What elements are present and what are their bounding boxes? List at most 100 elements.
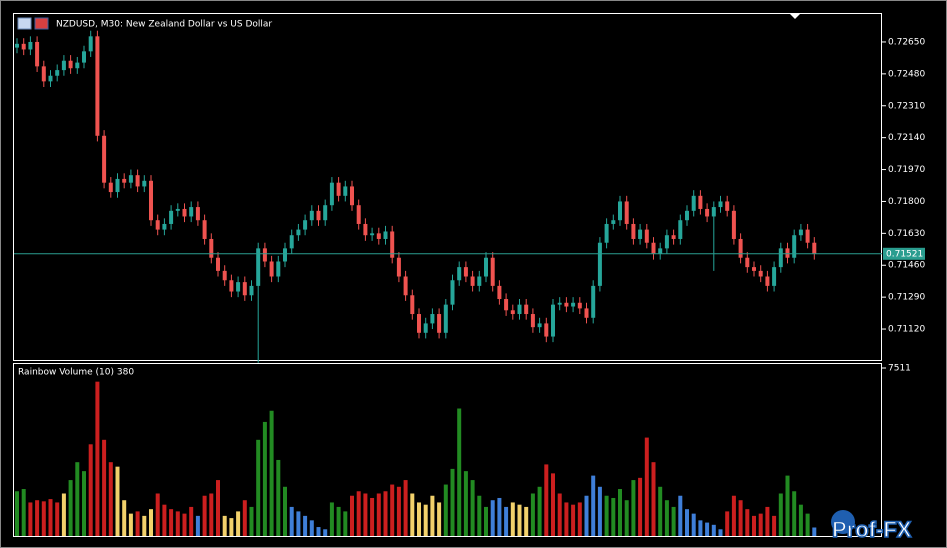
candle-body bbox=[798, 229, 803, 236]
candle-body bbox=[698, 195, 703, 209]
y-tick-label: 0.71290 bbox=[888, 293, 925, 303]
y-tick-label: 0.71970 bbox=[888, 165, 925, 175]
volume-bar bbox=[323, 529, 328, 536]
volume-bar bbox=[336, 506, 341, 536]
volume-bar bbox=[276, 459, 281, 536]
candle-body bbox=[718, 201, 723, 208]
candle-body bbox=[222, 270, 227, 281]
volume-bar bbox=[262, 421, 267, 536]
volume-bar bbox=[396, 486, 401, 536]
volume-bar bbox=[530, 493, 535, 536]
candle-body bbox=[323, 205, 328, 221]
candle-body bbox=[644, 229, 649, 243]
candle-body bbox=[530, 314, 535, 328]
candle-body bbox=[15, 43, 19, 48]
candle-body bbox=[48, 75, 53, 82]
candle-body bbox=[189, 207, 194, 217]
candle-body bbox=[463, 267, 468, 277]
candle-body bbox=[577, 302, 582, 309]
volume-bar bbox=[169, 509, 174, 536]
candle-body bbox=[269, 261, 274, 277]
volume-bar bbox=[410, 493, 415, 536]
volume-bar bbox=[805, 513, 810, 536]
volume-bar bbox=[778, 493, 783, 536]
volume-bar bbox=[597, 486, 602, 536]
candle-body bbox=[343, 186, 348, 196]
watermark: Prof-FX bbox=[832, 517, 912, 542]
candle-body bbox=[82, 51, 86, 63]
candle-body bbox=[691, 195, 696, 211]
candle-body bbox=[731, 210, 736, 239]
volume-bar bbox=[678, 495, 683, 536]
volume-bar bbox=[457, 408, 462, 536]
candle-body bbox=[423, 323, 428, 333]
candle-body bbox=[510, 310, 515, 315]
y-tick-label: 0.72480 bbox=[888, 69, 925, 79]
volume-bar bbox=[557, 493, 562, 536]
candle-body bbox=[149, 180, 153, 221]
candle-body bbox=[229, 280, 234, 292]
candle-body bbox=[169, 210, 174, 224]
volume-bar bbox=[202, 495, 207, 536]
candle-body bbox=[309, 210, 314, 221]
candle-body bbox=[437, 314, 442, 333]
volume-bar bbox=[611, 497, 616, 536]
candle-body bbox=[383, 231, 388, 239]
volume-bar bbox=[102, 439, 107, 536]
candle-body bbox=[604, 223, 609, 243]
volume-bar bbox=[685, 509, 689, 536]
volume-bar bbox=[350, 495, 354, 536]
candle-body bbox=[75, 62, 80, 69]
candle-body bbox=[711, 207, 716, 217]
candle-body bbox=[443, 304, 448, 333]
candle-body bbox=[162, 223, 167, 230]
candle-body bbox=[175, 208, 180, 211]
candle-body bbox=[256, 248, 261, 286]
volume-bar bbox=[758, 513, 763, 536]
volume-bar bbox=[765, 506, 770, 536]
candle-body bbox=[336, 182, 341, 196]
volume-bar bbox=[390, 484, 395, 536]
watermark-logo bbox=[831, 510, 855, 534]
candle-body bbox=[557, 302, 562, 305]
candle-body bbox=[597, 242, 602, 286]
volume-bar bbox=[584, 495, 589, 536]
volume-bar bbox=[309, 520, 314, 536]
candle-body bbox=[792, 235, 797, 258]
candle-body bbox=[122, 178, 127, 183]
volume-bar bbox=[88, 444, 93, 536]
candle-body bbox=[376, 233, 381, 239]
chart-icon bbox=[17, 17, 32, 30]
candle-body bbox=[685, 210, 689, 221]
candle-body bbox=[396, 257, 401, 277]
volume-bar bbox=[577, 502, 582, 536]
candle-body bbox=[638, 229, 643, 239]
volume-bar bbox=[651, 462, 656, 536]
y-tick-label: 0.72310 bbox=[888, 101, 925, 111]
volume-bar bbox=[524, 506, 529, 536]
volume-bar bbox=[618, 489, 622, 536]
volume-bar bbox=[430, 495, 435, 536]
candle-body bbox=[88, 36, 93, 52]
volume-bar bbox=[162, 504, 167, 536]
candle-body bbox=[390, 231, 395, 258]
volume-bar bbox=[698, 520, 703, 536]
volume-bar bbox=[517, 504, 522, 536]
candle-body bbox=[584, 308, 589, 318]
volume-bar bbox=[48, 499, 53, 536]
volume-bar bbox=[35, 500, 40, 536]
volume-bar bbox=[316, 527, 321, 536]
volume-bar bbox=[484, 506, 488, 536]
candle-body bbox=[102, 135, 107, 183]
y-tick-label: 0.71800 bbox=[888, 197, 925, 207]
last-price-label: 0.71521 bbox=[886, 249, 923, 259]
volume-bar bbox=[785, 475, 790, 536]
candle-body bbox=[544, 323, 549, 337]
volume-bar bbox=[745, 509, 750, 536]
candle-body bbox=[457, 267, 462, 281]
y-tick-label: 0.72650 bbox=[888, 37, 925, 47]
candle-body bbox=[524, 304, 529, 315]
candle-body bbox=[195, 207, 200, 221]
